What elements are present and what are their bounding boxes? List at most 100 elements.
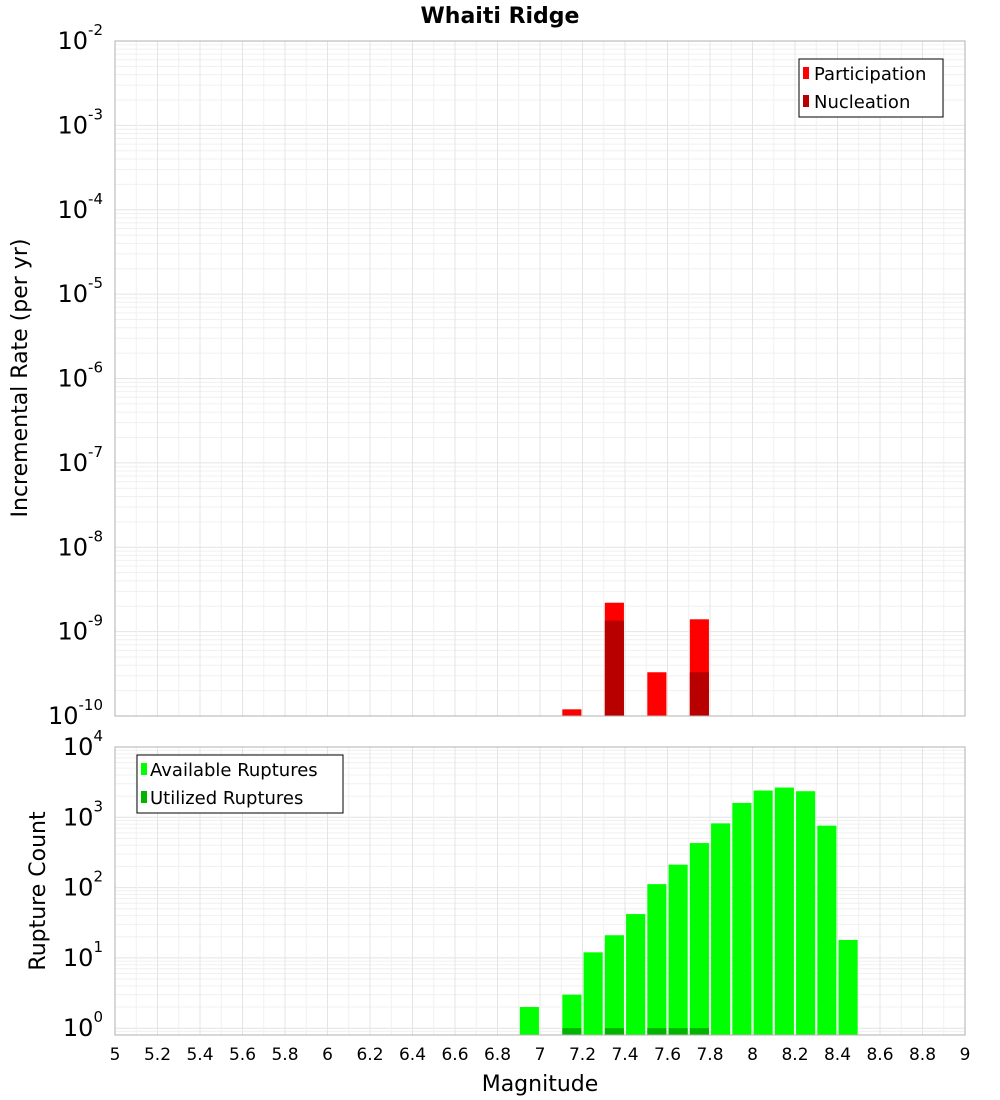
count-y-tick-exponent: 3: [93, 797, 103, 815]
count-y-tick-exponent: 2: [93, 868, 103, 886]
count-plot-border: [114, 746, 966, 1036]
count-bar-primary: [817, 825, 837, 1035]
rate-y-tick-base: 10: [57, 196, 88, 224]
x-tick-label: 5.2: [144, 1045, 171, 1065]
x-tick-label: 6.2: [356, 1045, 383, 1065]
count-bar-secondary: [668, 1028, 688, 1035]
rate-panel: 10-210-310-410-510-610-710-810-910-10 In…: [8, 21, 966, 730]
count-bar-primary: [689, 843, 709, 1035]
count-bar-primary: [711, 823, 731, 1035]
rate-y-tick-label: 10-8: [57, 527, 103, 561]
rate-y-tick-base: 10: [57, 111, 88, 139]
rate-y-ticks: 10-210-310-410-510-610-710-810-910-10: [48, 21, 103, 730]
rate-y-tick-exponent: -9: [88, 612, 103, 630]
count-y-tick-label: 104: [63, 727, 103, 761]
legend-label-available: Available Ruptures: [150, 760, 318, 781]
rate-legend-box: [798, 58, 944, 118]
rate-y-tick-base: 10: [57, 533, 88, 561]
x-tick-label: 6.4: [399, 1045, 426, 1065]
rate-legend: Participation Nucleation: [798, 58, 944, 118]
x-axis-label: Magnitude: [482, 1072, 599, 1097]
legend-label-utilized: Utilized Ruptures: [150, 788, 303, 809]
legend-label-nucleation: Nucleation: [814, 92, 910, 113]
x-tick-label: 5.6: [229, 1045, 256, 1065]
x-tick-label: 7.2: [569, 1045, 596, 1065]
rate-y-tick-label: 10-10: [48, 696, 103, 730]
rate-y-tick-label: 10-7: [57, 443, 103, 477]
rate-y-tick-exponent: -5: [88, 274, 103, 292]
count-bar-secondary: [689, 1028, 709, 1035]
rate-y-tick-label: 10-3: [57, 105, 103, 139]
count-y-axis-label: Rupture Count: [26, 811, 51, 971]
rate-y-tick-base: 10: [57, 27, 88, 55]
count-y-tick-exponent: 0: [93, 1008, 103, 1026]
count-legend-box: [136, 754, 344, 814]
count-bar-primary: [796, 791, 816, 1035]
rate-y-axis-label: Incremental Rate (per yr): [8, 239, 33, 518]
legend-swatch-participation: [803, 67, 809, 79]
x-tick-label: 8.8: [909, 1045, 936, 1065]
count-y-tick-label: 103: [63, 797, 103, 831]
rate-y-tick-label: 10-2: [57, 21, 103, 55]
count-y-tick-base: 10: [63, 803, 94, 831]
count-bars: [519, 787, 858, 1035]
rate-y-tick-label: 10-4: [57, 190, 103, 224]
chart-title: Whaiti Ridge: [421, 4, 580, 29]
rate-y-tick-label: 10-6: [57, 359, 103, 393]
rate-y-tick-exponent: -2: [88, 21, 103, 39]
x-tick-label: 6.6: [441, 1045, 468, 1065]
count-y-tick-label: 100: [63, 1008, 103, 1042]
count-y-tick-exponent: 4: [93, 727, 103, 745]
count-bar-primary: [774, 787, 794, 1035]
rate-y-tick-label: 10-5: [57, 274, 103, 308]
count-bar-primary: [626, 914, 646, 1035]
x-tick-label: 8.6: [866, 1045, 893, 1065]
count-bar-primary: [732, 802, 752, 1035]
x-tick-label: 5: [110, 1045, 121, 1065]
rate-y-tick-exponent: -6: [88, 359, 103, 377]
count-y-tick-base: 10: [63, 874, 94, 902]
rate-y-tick-base: 10: [57, 449, 88, 477]
count-y-tick-base: 10: [63, 1014, 94, 1042]
rate-y-tick-exponent: -7: [88, 443, 103, 461]
count-y-tick-exponent: 1: [93, 938, 103, 956]
x-tick-label: 8: [747, 1045, 758, 1065]
count-bar-primary: [838, 939, 858, 1035]
count-bar-primary: [668, 864, 688, 1035]
count-bar-secondary: [647, 1028, 667, 1035]
x-tick-label: 7.6: [654, 1045, 681, 1065]
count-bar-secondary: [562, 1028, 582, 1035]
x-tick-label: 8.2: [781, 1045, 808, 1065]
rate-plot-border: [114, 40, 966, 717]
count-x-ticks: 5 5.2 5.4 5.6 5.8 6 6.2 6.4 6.6 6.8 7 7.2 7.4 7.6 7.8 8…: [110, 1045, 971, 1065]
count-legend: Available Ruptures Utilized Ruptures: [136, 754, 344, 814]
x-tick-label: 5.4: [186, 1045, 213, 1065]
x-tick-label: 6: [322, 1045, 333, 1065]
rate-grid: [114, 40, 966, 717]
x-tick-label: 7: [535, 1045, 546, 1065]
rate-y-tick-label: 10-9: [57, 612, 103, 646]
rate-y-tick-exponent: -3: [88, 105, 103, 123]
count-bar-primary: [519, 1007, 539, 1035]
count-bar-primary: [604, 935, 624, 1035]
rate-y-tick-exponent: -8: [88, 527, 103, 545]
rate-bar-secondary: [604, 620, 624, 716]
rate-y-tick-base: 10: [48, 702, 79, 730]
rate-y-tick-base: 10: [57, 280, 88, 308]
rate-y-tick-exponent: -10: [79, 696, 104, 714]
count-bar-secondary: [604, 1028, 624, 1035]
count-bar-primary: [753, 790, 773, 1035]
x-tick-label: 5.8: [271, 1045, 298, 1065]
legend-label-participation: Participation: [814, 64, 926, 85]
x-tick-label: 7.8: [696, 1045, 723, 1065]
count-y-tick-base: 10: [63, 944, 94, 972]
rate-bars: [562, 602, 709, 716]
count-bar-primary: [583, 952, 603, 1035]
rate-y-tick-base: 10: [57, 365, 88, 393]
count-y-tick-base: 10: [63, 733, 94, 761]
count-bar-primary: [647, 884, 667, 1035]
rate-y-tick-base: 10: [57, 618, 88, 646]
